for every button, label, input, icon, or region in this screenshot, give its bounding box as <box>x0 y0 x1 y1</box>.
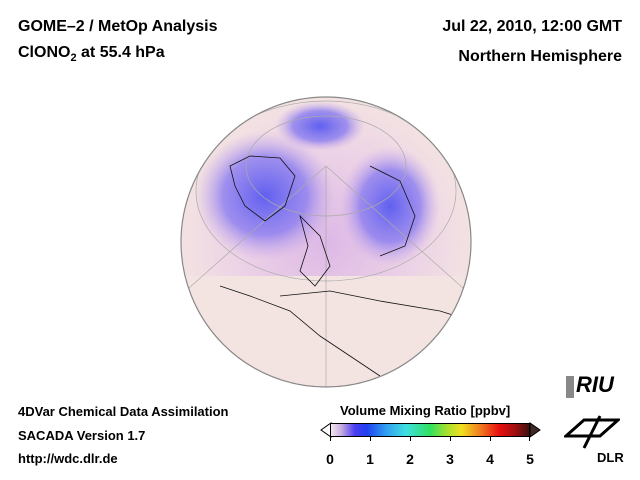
colorbar-tick <box>330 437 331 441</box>
subtitle: ClONO2 at 55.4 hPa <box>18 44 165 64</box>
footer-method: 4DVar Chemical Data Assimilation <box>18 404 229 419</box>
low-vmr-region <box>275 101 365 151</box>
graticule <box>181 100 471 387</box>
colorbar-tick <box>529 437 530 441</box>
colorbar-tick <box>410 437 411 441</box>
colorbar-max-arrow <box>529 422 541 438</box>
date: Jul 22, 2010, 12:00 GMT <box>442 18 622 35</box>
colorbar-tick <box>450 437 451 441</box>
species-subscript: 2 <box>70 52 77 65</box>
dlr-logo-icon <box>564 415 620 449</box>
footer-version: SACADA Version 1.7 <box>18 428 146 443</box>
low-vmr-region <box>195 131 335 261</box>
colorbar-tick-label: 3 <box>446 451 454 467</box>
colorbar <box>330 423 530 437</box>
colorbar-tick-label: 4 <box>486 451 494 467</box>
colorbar-tick-label: 1 <box>366 451 374 467</box>
riu-logo: RIU <box>566 372 614 398</box>
colorbar-tick-label: 0 <box>326 451 334 467</box>
pressure-level: at 55.4 hPa <box>76 44 165 61</box>
low-vmr-region <box>340 146 440 266</box>
colorbar-tick-label: 5 <box>526 451 534 467</box>
coastlines <box>219 155 471 377</box>
colorbar-tick-label: 2 <box>406 451 414 467</box>
colorbar-title: Volume Mixing Ratio [ppbv] <box>340 403 511 418</box>
globe-map <box>180 96 472 388</box>
colorbar-tick <box>490 437 491 441</box>
colorbar-tick <box>370 437 371 441</box>
region: Northern Hemisphere <box>458 48 622 65</box>
footer-url[interactable]: http://wdc.dlr.de <box>18 451 118 466</box>
species: ClONO <box>18 44 71 61</box>
dlr-logo-text: DLR <box>597 450 624 465</box>
title: GOME–2 / MetOp Analysis <box>18 18 218 35</box>
